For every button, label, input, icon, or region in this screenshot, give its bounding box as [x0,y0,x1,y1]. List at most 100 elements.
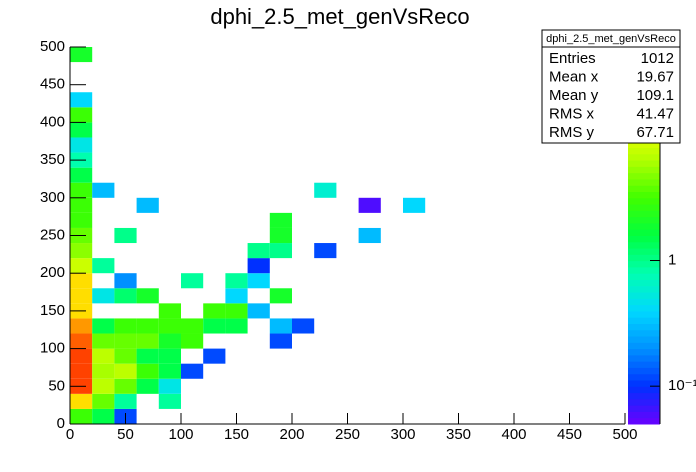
heatmap-cell [70,333,93,349]
heatmap-cell [70,182,93,198]
y-tick-label: 300 [40,189,65,206]
heatmap-cell [70,363,93,379]
stats-value: 1012 [641,50,674,67]
y-tick-label: 0 [57,415,65,432]
color-scale-step [628,342,660,350]
heatmap-cell [203,318,226,334]
color-scale-step [628,329,660,337]
heatmap-cell [269,227,292,244]
heatmap-cell [225,303,248,319]
color-scale-step [628,185,660,193]
heatmap-cell [92,318,115,334]
heatmap-cell [114,227,137,244]
chart-title: dphi_2.5_met_genVsReco [210,4,469,29]
heatmap-cell [181,363,204,379]
x-tick-label: 0 [66,426,74,443]
color-scale-step [628,229,660,236]
heatmap-cell [225,318,248,334]
heatmap-cell [92,258,115,274]
color-scale-step [628,160,660,167]
heatmap-cell [158,333,181,349]
color-scale-step [628,310,660,318]
heatmap-cell [92,333,115,349]
heatmap-cell [136,378,159,394]
heatmap-cell [70,212,93,228]
heatmap-cell [158,378,181,394]
heatmap-cell [70,243,93,259]
color-scale-step [628,216,660,224]
color-scale-step [628,248,660,255]
color-scale-step [628,141,660,149]
heatmap-cell [92,182,115,198]
color-scale-step [628,386,660,394]
color-scale-step [628,210,660,218]
y-tick-label: 500 [40,38,65,55]
x-tick-label: 200 [279,426,304,443]
color-scale-step [628,417,660,425]
y-tick-label: 250 [40,226,65,243]
heatmap-cell [269,318,292,334]
heatmap-cell [403,197,426,213]
color-scale-step [628,241,660,249]
y-tick-label: 400 [40,113,65,130]
heatmap-cell [158,303,181,319]
color-scale-step [628,367,660,375]
stats-value: 67.71 [636,124,674,141]
heatmap-cell [292,318,315,334]
color-scale-step [628,348,660,356]
heatmap-cell [181,273,204,289]
heatmap-cell [70,273,93,289]
heatmap-cell [92,393,115,409]
color-scale-step [628,153,660,161]
stats-value: 41.47 [636,105,674,122]
heatmap-cell [114,333,137,349]
heatmap-cell [114,288,137,304]
y-tick-label: 450 [40,76,65,93]
x-tick-label: 400 [501,426,526,443]
heatmap-cell [114,348,137,364]
color-scale-step [628,292,660,299]
color-scale-step [628,273,660,280]
color-scale-step [628,298,660,306]
heatmap-cell [70,167,93,183]
heatmap-cell [70,318,93,334]
stats-value: 19.67 [636,68,674,85]
heatmap-cell [181,333,204,349]
heatmap-cell [269,243,292,259]
heatmap-cell [203,303,226,319]
x-tick-label: 150 [224,426,249,443]
color-scale-step [628,405,660,412]
heatmap-cell [247,258,270,274]
heatmap-cell [114,318,137,334]
x-tick-label: 250 [335,426,360,443]
stats-label: RMS y [549,124,595,141]
y-tick-label: 200 [40,264,65,281]
heatmap-cell [225,273,248,289]
color-scale-step [628,323,660,331]
heatmap-cell [136,363,159,379]
heatmap-cell [158,363,181,379]
heatmap-cell [70,107,93,123]
stats-label: Entries [549,50,596,67]
heatmap-cell [70,288,93,304]
heatmap-cell [70,137,93,153]
stats-label: Mean y [549,87,599,104]
color-scale-step [628,172,660,180]
color-scale-step [628,235,660,243]
x-tick-label: 450 [557,426,582,443]
heatmap-cell [114,393,137,409]
heatmap-cell [70,348,93,364]
y-tick-label: 50 [48,377,65,394]
color-scale-step [628,380,660,387]
heatmap-cell [92,288,115,304]
heatmap-cell [92,408,115,424]
y-tick-label: 350 [40,151,65,168]
heatmap-cell [136,333,159,349]
color-scale-step [628,317,660,324]
y-tick-label: 150 [40,302,65,319]
heatmap-cell [70,197,93,213]
color-scale-step [628,254,660,262]
color-scale-step [628,336,660,343]
stats-title: dphi_2.5_met_genVsReco [546,33,676,45]
